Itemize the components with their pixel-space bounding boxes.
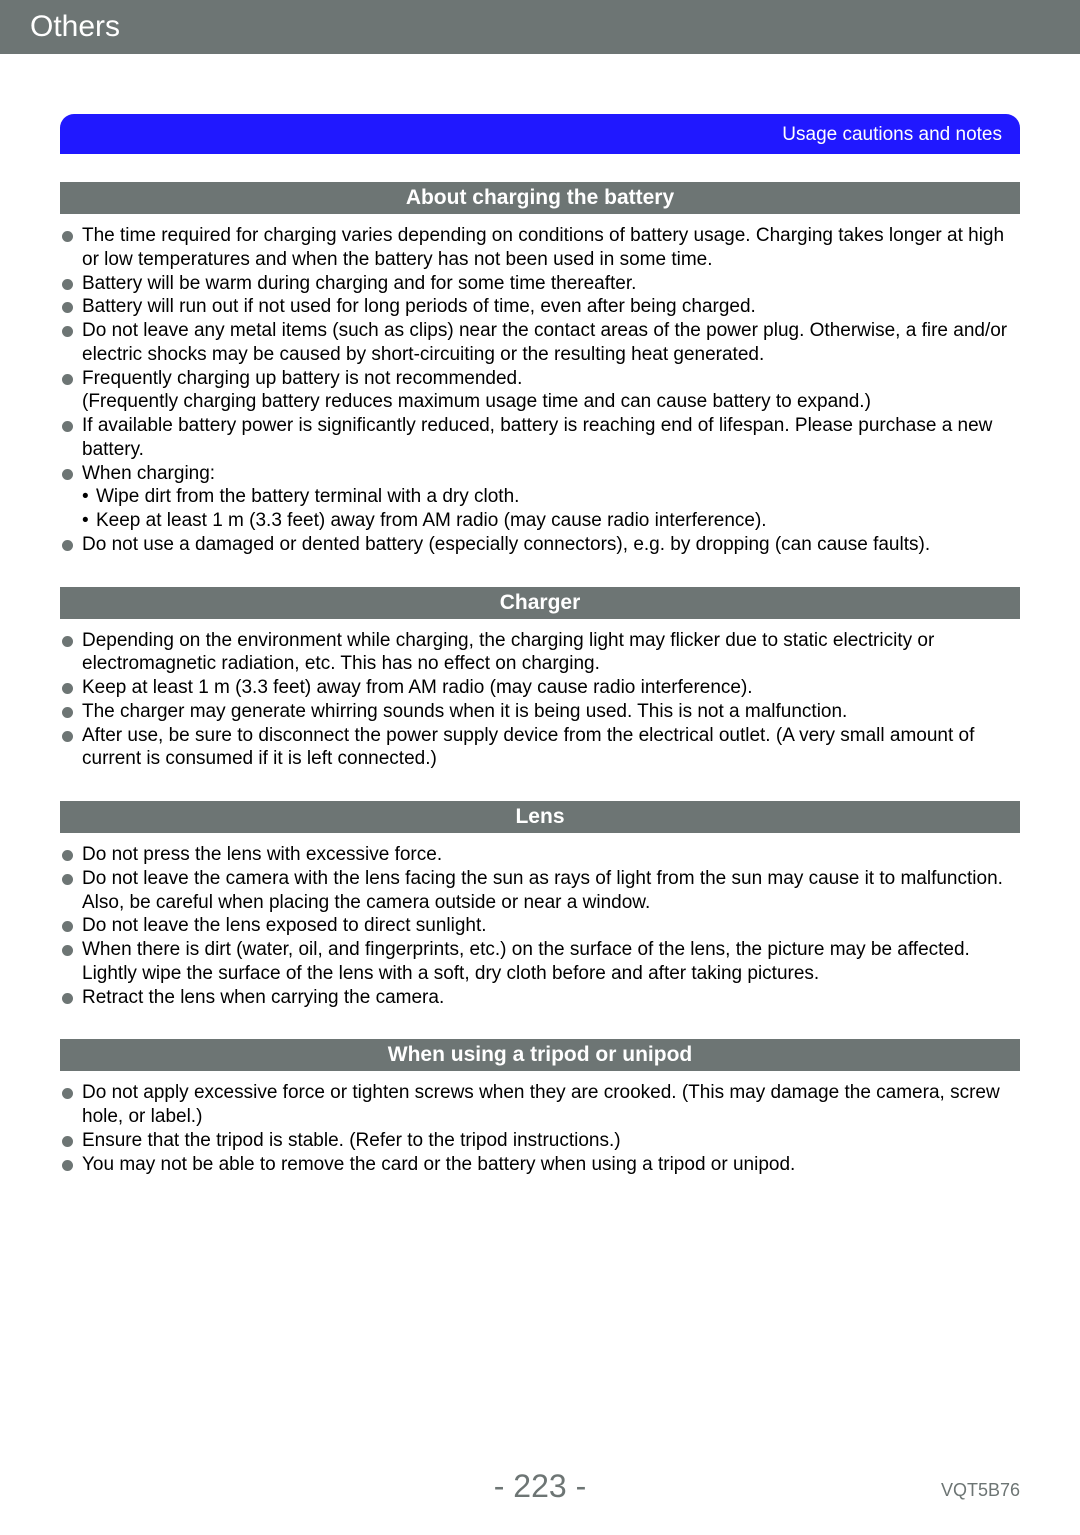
bullet-item: When there is dirt (water, oil, and fing… [60,938,1020,986]
bullet-item: Depending on the environment while charg… [60,629,1020,677]
bullet-item: Do not leave any metal items (such as cl… [60,319,1020,367]
bullet-list: Depending on the environment while charg… [60,629,1020,772]
bullet-item: Retract the lens when carrying the camer… [60,986,1020,1010]
bullet-item: Battery will run out if not used for lon… [60,295,1020,319]
page-number: - 223 - [0,1468,1080,1505]
bullet-list: Do not press the lens with excessive for… [60,843,1020,1009]
section-header: About charging the battery [60,182,1020,214]
bullet-item: After use, be sure to disconnect the pow… [60,724,1020,772]
topic-banner-text: Usage cautions and notes [782,124,1002,145]
bullet-item: Do not leave the camera with the lens fa… [60,867,1020,915]
chapter-title: Others [30,10,120,43]
sub-bullet-item: Keep at least 1 m (3.3 feet) away from A… [60,509,1020,533]
section-header: When using a tripod or unipod [60,1039,1020,1071]
page-content: Usage cautions and notes About charging … [0,54,1080,1176]
bullet-item: Do not use a damaged or dented battery (… [60,533,1020,557]
chapter-header: Others [0,0,1080,54]
bullet-list: The time required for charging varies de… [60,224,1020,557]
document-id: VQT5B76 [941,1480,1020,1501]
bullet-item: Keep at least 1 m (3.3 feet) away from A… [60,676,1020,700]
bullet-item: Ensure that the tripod is stable. (Refer… [60,1129,1020,1153]
bullet-item: If available battery power is significan… [60,414,1020,462]
bullet-item-extra: (Frequently charging battery reduces max… [60,390,1020,414]
bullet-item: Battery will be warm during charging and… [60,272,1020,296]
bullet-item: The time required for charging varies de… [60,224,1020,272]
bullet-item: You may not be able to remove the card o… [60,1153,1020,1177]
section-header: Charger [60,587,1020,619]
sections-container: About charging the battery The time requi… [60,182,1020,1176]
section-header: Lens [60,801,1020,833]
sub-bullet-item: Wipe dirt from the battery terminal with… [60,485,1020,509]
bullet-item: Do not apply excessive force or tighten … [60,1081,1020,1129]
bullet-item: The charger may generate whirring sounds… [60,700,1020,724]
bullet-list: Do not apply excessive force or tighten … [60,1081,1020,1176]
bullet-item: When charging: [60,462,1020,486]
topic-banner: Usage cautions and notes [60,114,1020,154]
bullet-item: Do not press the lens with excessive for… [60,843,1020,867]
bullet-item: Do not leave the lens exposed to direct … [60,914,1020,938]
bullet-item: Frequently charging up battery is not re… [60,367,1020,391]
